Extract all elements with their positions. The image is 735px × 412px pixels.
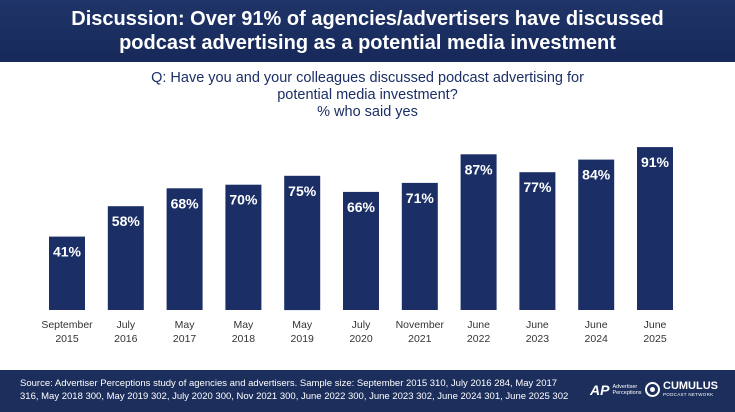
data-label: 68%	[171, 195, 200, 211]
title-line-2: podcast advertising as a potential media…	[119, 32, 616, 54]
advertiser-perceptions-logo: AP Advertiser Perceptions	[590, 382, 642, 398]
tick-label: 2024	[585, 333, 609, 345]
source-line-1: Source: Advertiser Perceptions study of …	[20, 378, 558, 389]
data-label: 75%	[288, 183, 317, 199]
tick-label: 2025	[643, 333, 667, 345]
cumulus-name: CUMULUS	[663, 380, 718, 392]
data-label: 66%	[347, 199, 376, 215]
bar	[166, 188, 203, 310]
data-label: 71%	[406, 190, 435, 206]
bar	[578, 159, 615, 310]
footer-bar: Source: Advertiser Perceptions study of …	[0, 370, 735, 412]
source-line-2: 316, May 2018 300, May 2019 302, July 20…	[20, 391, 569, 402]
cumulus-circle-icon	[645, 382, 660, 397]
data-label: 58%	[112, 213, 141, 229]
ap-logo-text-2: Perceptions	[612, 390, 642, 396]
bar	[284, 175, 321, 311]
bar	[401, 182, 438, 310]
bar	[107, 206, 144, 310]
tick-label: July	[116, 319, 135, 331]
tick-label: 2023	[526, 333, 550, 345]
cumulus-sub: PODCAST NETWORK	[663, 392, 714, 397]
ap-logo-text-1: Advertiser	[612, 384, 638, 390]
bar	[519, 172, 556, 310]
tick-label: July	[352, 319, 371, 331]
tick-label: 2021	[408, 333, 432, 345]
tick-label: May	[175, 319, 196, 331]
data-label: 70%	[229, 192, 258, 208]
tick-label: June	[467, 319, 490, 331]
tick-label: June	[585, 319, 608, 331]
tick-label: 2020	[349, 333, 373, 345]
tick-label: November	[396, 319, 445, 331]
tick-label: June	[644, 319, 667, 331]
tick-label: 2017	[173, 333, 197, 345]
source-note: Source: Advertiser Perceptions study of …	[20, 377, 580, 403]
ap-logo-text: Advertiser Perceptions	[612, 384, 641, 396]
tick-label: 2016	[114, 333, 138, 345]
tick-label: May	[292, 319, 313, 331]
data-label: 84%	[582, 167, 611, 183]
question-line-3: % who said yes	[317, 104, 418, 120]
tick-label: 2015	[55, 333, 79, 345]
title-line-1: Discussion: Over 91% of agencies/adverti…	[71, 8, 664, 30]
ap-mark: AP	[590, 382, 610, 398]
title-banner: Discussion: Over 91% of agencies/adverti…	[0, 0, 735, 62]
tick-label: June	[526, 319, 549, 331]
cumulus-logo: CUMULUS PODCAST NETWORK	[645, 381, 718, 398]
tick-label: September	[41, 319, 93, 331]
bar	[637, 147, 673, 310]
bar	[460, 154, 497, 310]
bar	[49, 236, 85, 310]
tick-label: 2019	[291, 333, 315, 345]
data-label: 41%	[53, 244, 82, 260]
bar	[343, 191, 379, 310]
data-label: 77%	[523, 179, 552, 195]
data-label: 87%	[465, 161, 494, 177]
data-label: 91%	[641, 154, 670, 170]
tick-label: 2018	[232, 333, 256, 345]
cumulus-logo-text: CUMULUS PODCAST NETWORK	[663, 381, 718, 398]
tick-label: 2022	[467, 333, 491, 345]
bar-chart: 41% September 2015 58% July 2016 68% May 2017 70%…	[41, 147, 673, 345]
tick-label: May	[233, 319, 254, 331]
bar	[225, 184, 262, 310]
question-line-2: potential media investment?	[277, 87, 458, 103]
chart-question: Q: Have you and your colleagues discusse…	[0, 70, 735, 121]
question-line-1: Q: Have you and your colleagues discusse…	[151, 70, 584, 86]
